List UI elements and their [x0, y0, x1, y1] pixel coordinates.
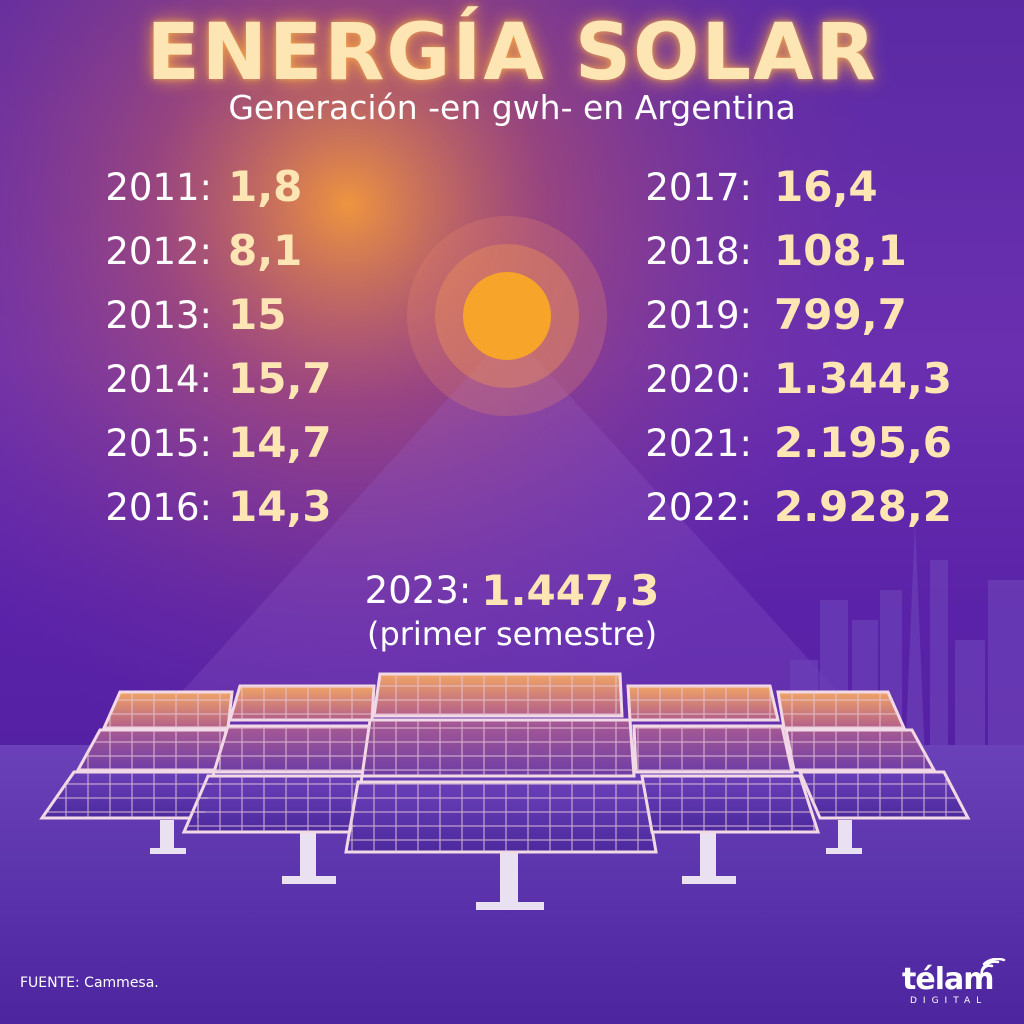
year-label: 2013:: [105, 294, 212, 337]
year-value: 15: [228, 290, 287, 339]
latest-entry: 2023: 1.447,3 (primer semestre): [0, 566, 1024, 653]
year-label: 2022:: [645, 486, 752, 529]
year-label: 2021:: [645, 422, 752, 465]
year-value: 108,1: [774, 226, 907, 275]
year-label: 2011:: [105, 166, 212, 209]
page-subtitle: Generación -en gwh- en Argentina: [228, 88, 796, 127]
year-label: 2017:: [645, 166, 752, 209]
year-value: 2.195,6: [774, 418, 953, 467]
year-label: 2018:: [645, 230, 752, 273]
logo-subtitle: DIGITAL: [910, 996, 988, 1006]
logo-wordmark: télam: [902, 962, 994, 997]
year-value: 8,1: [228, 226, 303, 275]
year-label: 2016:: [105, 486, 212, 529]
telam-logo-waves-icon: [980, 958, 1006, 978]
latest-entry-line: 2023: 1.447,3: [0, 566, 1024, 615]
solar-panel-array: [39, 672, 971, 910]
sun-icon: [407, 216, 607, 416]
year-label: 2012:: [105, 230, 212, 273]
source-credit: FUENTE: Cammesa.: [20, 975, 159, 991]
year-value: 14,3: [228, 482, 332, 531]
year-value: 14,7: [228, 418, 332, 467]
year-value: 15,7: [228, 354, 332, 403]
year-label: 2023:: [364, 569, 472, 612]
year-value: 16,4: [774, 162, 878, 211]
year-label: 2019:: [645, 294, 752, 337]
year-value: 1,8: [228, 162, 303, 211]
year-value: 799,7: [774, 290, 907, 339]
year-value: 2.928,2: [774, 482, 953, 531]
year-value: 1.344,3: [774, 354, 953, 403]
year-label: 2014:: [105, 358, 212, 401]
year-value: 1.447,3: [481, 566, 660, 615]
telam-logo: télam DIGITAL: [902, 958, 1012, 1012]
latest-entry-note: (primer semestre): [366, 615, 658, 653]
page-title: ENERGÍA SOLAR: [146, 8, 878, 98]
year-label: 2020:: [645, 358, 752, 401]
year-label: 2015:: [105, 422, 212, 465]
